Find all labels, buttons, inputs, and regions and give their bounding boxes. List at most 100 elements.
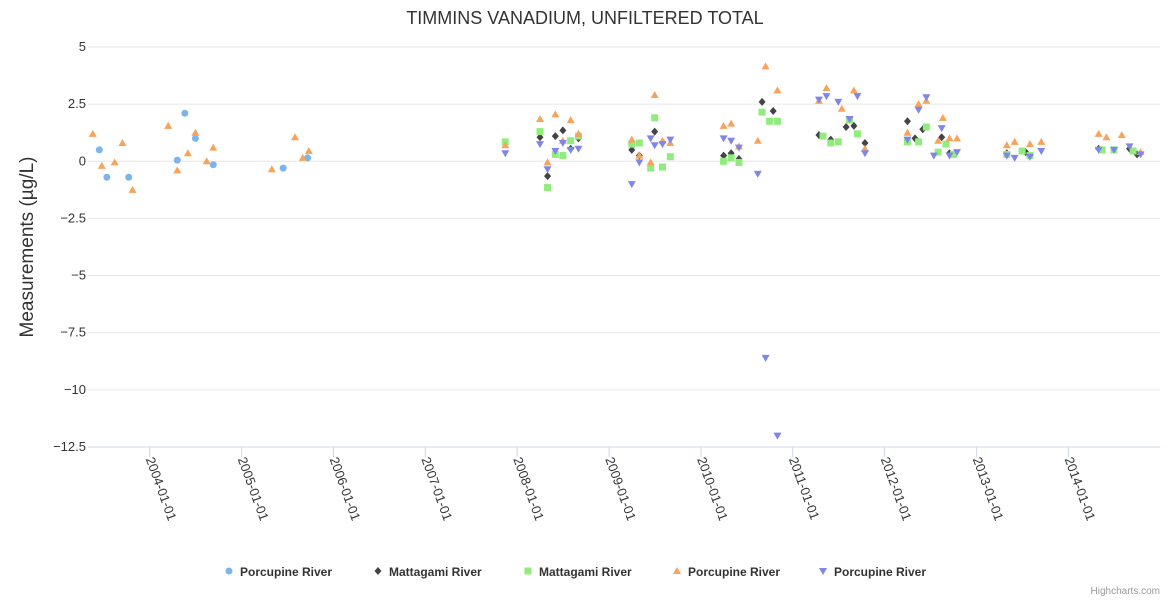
legend-item[interactable]: Mattagami River [374,565,483,579]
data-point[interactable] [635,159,644,167]
data-point[interactable] [267,165,276,173]
data-point[interactable] [1037,137,1046,145]
data-point[interactable] [919,125,927,134]
data-point[interactable] [1125,143,1134,151]
data-point[interactable] [903,136,912,144]
data-point[interactable] [761,354,770,362]
data-point[interactable] [202,157,211,165]
data-point[interactable] [650,142,659,150]
data-point[interactable] [646,135,655,143]
data-point[interactable] [1025,153,1034,161]
data-point[interactable] [628,140,636,148]
data-point[interactable] [559,152,567,160]
data-point[interactable] [651,127,659,136]
data-point[interactable] [544,172,552,181]
legend-item[interactable]: Porcupine River [819,565,926,579]
data-point[interactable] [949,150,957,158]
data-point[interactable] [650,91,659,98]
data-point[interactable] [646,158,655,166]
data-point[interactable] [628,145,636,154]
data-point[interactable] [1098,146,1106,154]
data-point[interactable] [753,136,762,144]
data-point[interactable] [95,146,103,154]
data-point[interactable] [103,173,111,181]
data-point[interactable] [845,116,854,123]
data-point[interactable] [758,108,766,116]
data-point[interactable] [298,153,307,161]
data-point[interactable] [719,135,728,143]
data-point[interactable] [97,161,106,169]
data-point[interactable] [88,129,97,137]
data-point[interactable] [773,432,782,440]
data-point[interactable] [501,150,510,158]
data-point[interactable] [834,98,843,106]
data-point[interactable] [209,161,217,169]
data-point[interactable] [842,123,850,131]
data-point[interactable] [850,121,858,130]
data-point[interactable] [834,138,842,146]
data-point[interactable] [861,139,869,147]
data-point[interactable] [291,133,300,141]
data-point[interactable] [773,86,782,94]
data-point[interactable] [853,130,861,138]
data-point[interactable] [666,136,675,144]
data-point[interactable] [1109,146,1118,154]
data-point[interactable] [822,93,831,101]
data-point[interactable] [822,84,831,92]
data-point[interactable] [1117,131,1126,138]
data-point[interactable] [543,158,552,166]
data-point[interactable] [766,117,774,125]
data-point[interactable] [727,137,736,145]
data-point[interactable] [128,185,137,193]
data-point[interactable] [1025,140,1034,148]
data-point[interactable] [727,154,735,162]
data-point[interactable] [574,145,583,153]
data-point[interactable] [1136,151,1145,159]
data-point[interactable] [860,150,869,158]
data-point[interactable] [942,140,950,148]
data-point[interactable] [922,94,931,102]
credits-link[interactable]: Highcharts.com [1091,586,1160,597]
data-point[interactable] [173,166,182,174]
data-point[interactable] [1018,147,1026,155]
data-point[interactable] [938,113,947,121]
data-point[interactable] [860,144,869,152]
data-point[interactable] [536,133,544,142]
data-point[interactable] [125,173,133,181]
data-point[interactable] [1010,137,1019,145]
data-point[interactable] [814,96,823,104]
data-point[interactable] [761,62,770,70]
data-point[interactable] [837,104,846,112]
data-point[interactable] [501,141,510,149]
legend-item[interactable]: Porcupine River [673,565,780,579]
data-point[interactable] [735,158,743,166]
data-point[interactable] [827,139,835,147]
data-point[interactable] [566,146,575,154]
data-point[interactable] [1102,133,1111,141]
data-point[interactable] [937,125,946,133]
legend-marker[interactable] [374,567,382,575]
data-point[interactable] [183,149,192,157]
data-point[interactable] [938,133,946,142]
data-point[interactable] [945,134,954,142]
data-point[interactable] [279,164,287,172]
data-point[interactable] [1129,147,1137,155]
data-point[interactable] [543,166,552,174]
data-point[interactable] [929,152,938,160]
data-point[interactable] [536,128,544,136]
data-point[interactable] [922,123,930,131]
data-point[interactable] [544,184,552,192]
legend-item[interactable]: Mattagami River [524,565,633,579]
data-point[interactable] [191,134,199,142]
data-point[interactable] [173,156,181,164]
data-point[interactable] [753,170,762,178]
data-point[interactable] [1002,141,1011,149]
data-point[interactable] [849,86,858,94]
data-point[interactable] [915,138,923,146]
data-point[interactable] [819,132,827,140]
data-point[interactable] [181,109,189,117]
data-point[interactable] [558,140,567,147]
data-point[interactable] [627,181,636,189]
data-point[interactable] [304,147,313,154]
legend-marker[interactable] [673,567,681,574]
